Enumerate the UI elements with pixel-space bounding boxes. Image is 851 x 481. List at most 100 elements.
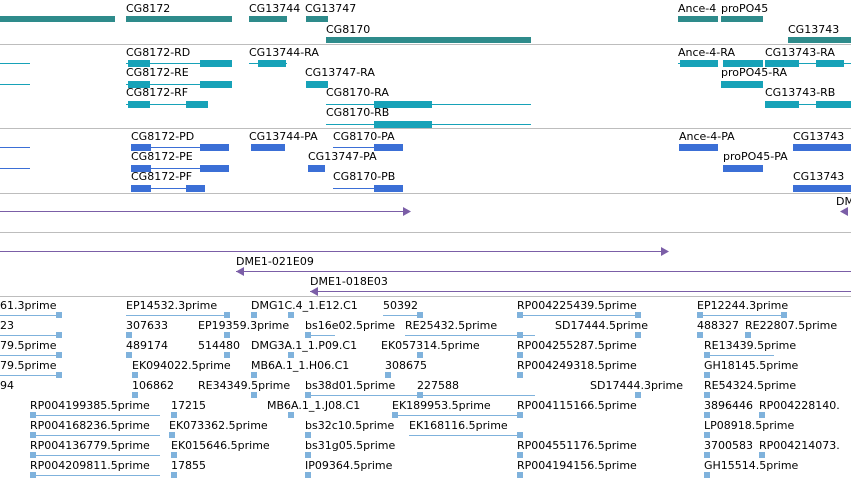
est-label[interactable]: SD17444.5prime — [555, 319, 648, 332]
est-label[interactable]: RE22807.5prime — [745, 319, 838, 332]
est-label[interactable]: 307633 — [126, 319, 168, 332]
gene-bar[interactable] — [678, 16, 718, 22]
est-label[interactable]: DMG3A.1_1.P09.C1 — [251, 339, 358, 352]
protein-line[interactable] — [0, 168, 30, 169]
est-label[interactable]: EP12244.3prime — [697, 299, 789, 312]
gene-label[interactable]: CG8170 — [326, 23, 371, 36]
est-label[interactable]: RP004168236.5prime — [30, 419, 150, 432]
est-label[interactable]: RP004225439.5prime — [517, 299, 637, 312]
transcript-line[interactable] — [0, 63, 30, 64]
clone-label[interactable]: DME1-021E09 — [236, 255, 314, 268]
est-line[interactable] — [126, 315, 230, 316]
protein-label[interactable]: CG8170-PB — [333, 170, 396, 183]
est-label[interactable]: GH15514.5prime — [704, 459, 799, 472]
est-label[interactable]: 23 — [0, 319, 14, 332]
protein-label[interactable]: proPO45-PA — [723, 150, 788, 163]
gene-label[interactable]: proPO45 — [721, 2, 769, 15]
est-label[interactable]: MB6A.1_1.J08.C1 — [267, 399, 361, 412]
transcript-label[interactable]: CG13743-RA — [765, 46, 835, 59]
clone-line[interactable] — [310, 291, 851, 292]
est-label[interactable]: RP004136779.5prime — [30, 439, 150, 452]
est-line[interactable] — [30, 475, 160, 476]
est-label[interactable]: 106862 — [132, 379, 174, 392]
gene-bar[interactable] — [249, 16, 287, 22]
est-label[interactable]: EK189953.5prime — [392, 399, 491, 412]
protein-label[interactable]: CG13743 — [793, 170, 845, 183]
est-label[interactable]: RP004249318.5prime — [517, 359, 637, 372]
protein-label[interactable]: CG13744-PA — [249, 130, 318, 143]
est-line[interactable] — [30, 415, 160, 416]
est-label[interactable]: bs16e02.5prime — [305, 319, 396, 332]
est-label[interactable]: RE54324.5prime — [704, 379, 797, 392]
est-label[interactable]: SD17444.3prime — [590, 379, 683, 392]
est-label[interactable]: RE13439.5prime — [704, 339, 797, 352]
transcript-label[interactable]: CG8172-RE — [126, 66, 189, 79]
transcript-label[interactable]: CG13744-RA — [249, 46, 319, 59]
est-label[interactable]: RP004209811.5prime — [30, 459, 150, 472]
est-line[interactable] — [30, 435, 160, 436]
est-line[interactable] — [0, 315, 62, 316]
gene-bar[interactable] — [788, 37, 851, 43]
gene-label[interactable]: CG8172 — [126, 2, 171, 15]
transcript-label[interactable]: Ance-4-RA — [678, 46, 735, 59]
est-line[interactable] — [697, 315, 787, 316]
protein-label[interactable]: Ance-4-PA — [679, 130, 735, 143]
transcript-label[interactable]: CG13747-RA — [305, 66, 375, 79]
est-line[interactable] — [383, 315, 423, 316]
transcript-label[interactable]: proPO45-RA — [721, 66, 787, 79]
est-label[interactable]: RP004194156.5prime — [517, 459, 637, 472]
est-label[interactable]: bs32c10.5prime — [305, 419, 395, 432]
est-label[interactable]: 514480 — [198, 339, 240, 352]
est-label[interactable]: 3700583 — [704, 439, 753, 452]
gene-bar[interactable] — [721, 16, 763, 22]
protein-line[interactable] — [333, 188, 403, 189]
clone-line[interactable] — [0, 251, 664, 252]
est-label[interactable]: 79.5prime — [0, 359, 57, 372]
transcript-line[interactable] — [126, 84, 232, 85]
gene-bar[interactable] — [126, 16, 232, 22]
protein-label[interactable]: CG8172-PD — [131, 130, 195, 143]
est-label[interactable]: 3896446 — [704, 399, 753, 412]
est-label[interactable]: EK094022.5prime — [132, 359, 231, 372]
est-label[interactable]: 94 — [0, 379, 14, 392]
est-label[interactable]: RE34349.5prime — [198, 379, 291, 392]
gene-label[interactable]: CG13743 — [788, 23, 840, 36]
protein-line[interactable] — [131, 188, 205, 189]
clone-label[interactable]: DME1-018E03 — [310, 275, 388, 288]
transcript-line[interactable] — [126, 104, 208, 105]
protein-label[interactable]: CG8170-PA — [333, 130, 395, 143]
est-label[interactable]: EP19359.3prime — [198, 319, 290, 332]
est-line[interactable] — [517, 315, 641, 316]
clone-label[interactable]: DM — [836, 195, 851, 208]
est-label[interactable]: bs38d01.5prime — [305, 379, 396, 392]
gene-label[interactable]: CG13747 — [305, 2, 357, 15]
gene-label[interactable]: Ance-4 — [678, 2, 717, 15]
transcript-line[interactable] — [765, 104, 851, 105]
est-label[interactable]: LP08918.5prime — [704, 419, 795, 432]
est-label[interactable]: 79.5prime — [0, 339, 57, 352]
est-line[interactable] — [409, 435, 523, 436]
est-label[interactable]: RE25432.5prime — [405, 319, 498, 332]
est-label[interactable]: DMG1C.4_1.E12.C1 — [251, 299, 358, 312]
est-line[interactable] — [305, 335, 335, 336]
est-label[interactable]: EP14532.3prime — [126, 299, 218, 312]
est-label[interactable]: MB6A.1_1.H06.C1 — [251, 359, 350, 372]
est-label[interactable]: EK057314.5prime — [381, 339, 480, 352]
protein-line[interactable] — [131, 168, 229, 169]
est-line[interactable] — [0, 375, 62, 376]
est-label[interactable]: EK015646.5prime — [171, 439, 270, 452]
transcript-label[interactable]: CG8172-RD — [126, 46, 191, 59]
est-label[interactable]: IP09364.5prime — [305, 459, 393, 472]
est-line[interactable] — [392, 415, 517, 416]
est-label[interactable]: 488327 — [697, 319, 739, 332]
transcript-label[interactable]: CG8170-RB — [326, 106, 390, 119]
gene-bar[interactable] — [306, 16, 328, 22]
protein-label[interactable]: CG8172-PE — [131, 150, 193, 163]
transcript-line[interactable] — [765, 63, 851, 64]
transcript-label[interactable]: CG8172-RF — [126, 86, 189, 99]
est-label[interactable]: 489174 — [126, 339, 168, 352]
gene-label[interactable]: CG13744 — [249, 2, 301, 15]
est-label[interactable]: EK168116.5prime — [409, 419, 508, 432]
est-line[interactable] — [0, 335, 62, 336]
clone-line[interactable] — [236, 271, 851, 272]
